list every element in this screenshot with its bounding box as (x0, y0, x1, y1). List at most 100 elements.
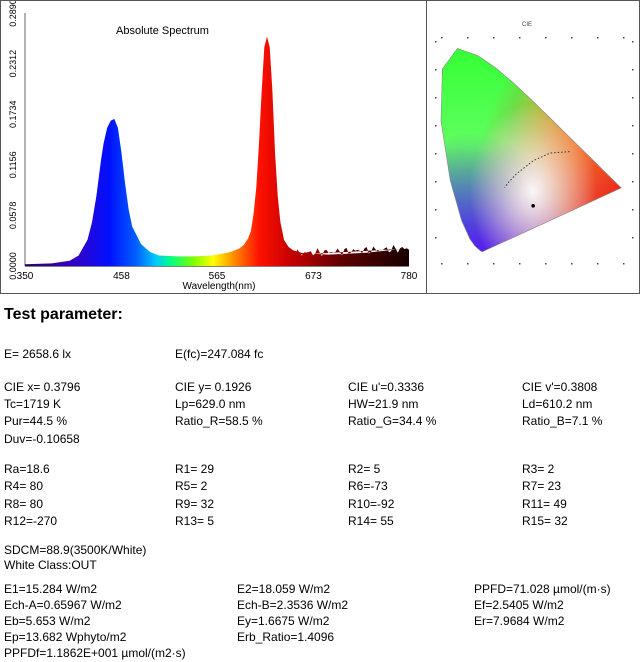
measured-chromaticity-point (531, 203, 535, 208)
frame-tick (519, 37, 521, 39)
x-tick-label: 350 (17, 271, 34, 282)
color-temperature: Tc=1719 K (4, 397, 62, 411)
spectral-locus (440, 48, 622, 253)
cri-r2: R2= 5 (348, 462, 381, 476)
y-tick-labels: 0.0000 0.0578 0.1156 0.1734 0.2312 0.2890 (8, 0, 18, 280)
ey: Ey=1.6675 W/m2 (237, 614, 330, 628)
y-tick-label: 0.1734 (8, 100, 18, 128)
frame-tick (632, 153, 634, 155)
cri-r14: R14= 55 (348, 514, 394, 528)
x-tick-label: 458 (113, 271, 130, 282)
frame-tick (623, 37, 625, 39)
cri-r15: R15= 32 (522, 514, 568, 528)
y-tick-label: 0.0578 (8, 202, 18, 230)
cie-top-label: CIE (522, 22, 532, 28)
purity: Pur=44.5 % (4, 414, 68, 428)
frame-tick (632, 181, 634, 183)
spectrum-area (25, 36, 409, 266)
y-tick-label: 0.2890 (8, 1, 18, 27)
cri-r8: R8= 80 (4, 497, 44, 511)
x-tick-label: 673 (305, 271, 322, 282)
ppfd: PPFD=71.028 µmol/(m·s) (474, 582, 611, 596)
frame-tick (545, 263, 547, 265)
cie-diagram-panel: CIE (427, 0, 640, 294)
erb-ratio: Erb_Ratio=1.4096 (237, 630, 335, 644)
frame-tick (467, 263, 469, 265)
x-tick-label: 565 (209, 271, 226, 282)
frame-tick (632, 209, 634, 211)
frame-tick (435, 153, 437, 155)
cri-r5: R5= 2 (175, 479, 208, 493)
frame-tick (597, 37, 599, 39)
cri-r9: R9= 32 (175, 497, 215, 511)
cri-r7: R7= 23 (522, 479, 562, 493)
x-axis-label: Wavelength(nm) (183, 281, 256, 292)
ef: Ef=2.5405 W/m2 (474, 598, 564, 612)
cri-r10: R10=-92 (348, 497, 395, 511)
cri-r3: R3= 2 (522, 462, 555, 476)
frame-tick (519, 263, 521, 265)
ep: Ep=13.682 Wphyto/m2 (4, 630, 127, 644)
cri-r4: R4= 80 (4, 479, 44, 493)
ratio-r: Ratio_R=58.5 % (175, 414, 263, 428)
cri-ra: Ra=18.6 (4, 462, 50, 476)
frame-tick (632, 41, 634, 43)
frame-tick (435, 181, 437, 183)
x-tick-labels: 350 458 565 673 780 (17, 271, 418, 282)
frame-tick (435, 97, 437, 99)
frame-tick (435, 125, 437, 127)
cie-x: CIE x= 0.3796 (4, 380, 81, 394)
frame-tick (435, 237, 437, 239)
frame-tick (435, 209, 437, 211)
frame-ticks (435, 37, 634, 265)
half-width: HW=21.9 nm (348, 397, 419, 411)
frame-tick (632, 237, 634, 239)
cri-r11: R11= 49 (522, 497, 567, 511)
sdcm: SDCM=88.9(3500K/White) (4, 543, 147, 557)
y-tick-label: 0.0000 (8, 252, 18, 280)
frame-tick (493, 263, 495, 265)
cie-chromaticity-diagram: CIE (435, 22, 634, 265)
frame-tick (571, 37, 573, 39)
eb: Eb=5.653 W/m2 (4, 614, 91, 628)
illuminance-fc: E(fc)=247.084 fc (175, 347, 264, 361)
ppfdf: PPFDf=1.1862E+001 µmol/(m2·s) (4, 646, 186, 660)
duv: Duv=-0.10658 (4, 432, 80, 446)
er: Er=7.9684 W/m2 (474, 614, 565, 628)
cie-color-fill (441, 48, 622, 252)
ratio-b: Ratio_B=7.1 % (522, 414, 603, 428)
frame-tick (632, 97, 634, 99)
cie-y: CIE y= 0.1926 (175, 380, 252, 394)
frame-tick (435, 41, 437, 43)
frame-tick (545, 37, 547, 39)
frame-tick (441, 37, 443, 39)
cie-u: CIE u'=0.3336 (348, 380, 425, 394)
section-title: Test parameter: (4, 306, 123, 323)
frame-tick (632, 69, 634, 71)
cri-r12: R12=-270 (4, 514, 58, 528)
cri-r6: R6=-73 (348, 479, 388, 493)
spectrum-chart-panel: Absolute Spectrum 350 458 565 673 780 0.0000… (0, 0, 427, 294)
frame-tick (571, 263, 573, 265)
e2-irradiance: E2=18.059 W/m2 (237, 582, 331, 596)
illuminance-lux: E= 2658.6 lx (4, 347, 72, 361)
white-class: White Class:OUT (4, 558, 97, 572)
frame-tick (493, 37, 495, 39)
spectrum-chart: Absolute Spectrum 350 458 565 673 780 0.0000… (8, 0, 418, 292)
ech-a: Ech-A=0.65967 W/m2 (4, 598, 122, 612)
frame-tick (467, 37, 469, 39)
ech-b: Ech-B=2.3536 W/m2 (237, 598, 349, 612)
e1-irradiance: E1=15.284 W/m2 (4, 582, 98, 596)
y-tick-label: 0.1156 (8, 151, 18, 178)
frame-tick (435, 69, 437, 71)
cri-r1: R1= 29 (175, 462, 215, 476)
ratio-g: Ratio_G=34.4 % (348, 414, 437, 428)
dominant-wavelength: Ld=610.2 nm (522, 397, 593, 411)
x-tick-label: 780 (401, 271, 418, 282)
cri-r13: R13= 5 (175, 514, 215, 528)
frame-tick (632, 125, 634, 127)
cie-v: CIE v'=0.3808 (522, 380, 598, 394)
y-tick-label: 0.2312 (8, 50, 18, 78)
frame-tick (597, 263, 599, 265)
frame-tick (623, 263, 625, 265)
